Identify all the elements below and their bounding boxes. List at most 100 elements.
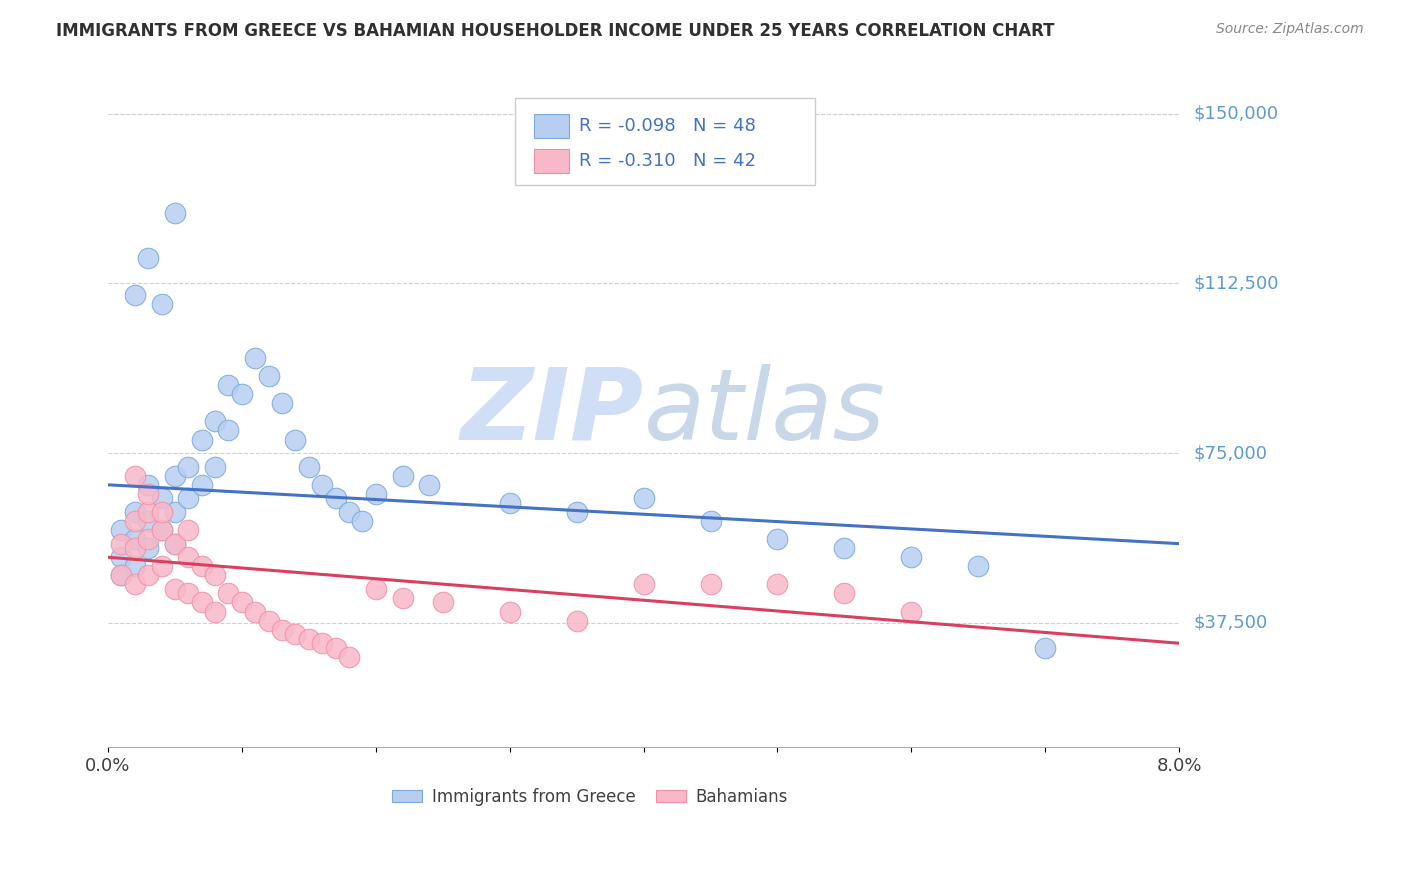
Point xyxy=(124,559,146,574)
Point xyxy=(163,505,186,519)
Point xyxy=(124,541,146,556)
Point xyxy=(325,640,347,655)
Point xyxy=(204,605,226,619)
Point xyxy=(163,536,186,550)
Point xyxy=(498,496,520,510)
Point xyxy=(163,206,186,220)
Point xyxy=(218,586,240,600)
Point xyxy=(150,297,173,311)
Point xyxy=(218,424,240,438)
Point xyxy=(190,478,212,492)
Point xyxy=(124,468,146,483)
Point xyxy=(271,396,294,410)
FancyBboxPatch shape xyxy=(534,149,568,172)
Point xyxy=(150,505,173,519)
Point xyxy=(150,491,173,506)
Point xyxy=(136,514,159,528)
Point xyxy=(231,387,253,401)
Point xyxy=(110,550,132,565)
Point xyxy=(900,605,922,619)
Point xyxy=(124,532,146,546)
Point xyxy=(311,478,333,492)
Point xyxy=(124,287,146,301)
Point xyxy=(136,505,159,519)
Text: R = -0.098: R = -0.098 xyxy=(579,117,676,135)
FancyBboxPatch shape xyxy=(515,97,815,185)
Point xyxy=(136,252,159,266)
Point xyxy=(432,595,454,609)
Point xyxy=(900,550,922,565)
Point xyxy=(150,559,173,574)
Point xyxy=(204,414,226,428)
Text: R = -0.310: R = -0.310 xyxy=(579,152,676,169)
Point xyxy=(150,523,173,537)
Point xyxy=(311,636,333,650)
Point xyxy=(136,541,159,556)
Text: $112,500: $112,500 xyxy=(1194,275,1278,293)
Point xyxy=(298,459,321,474)
Point xyxy=(231,595,253,609)
Point xyxy=(766,577,789,591)
Point xyxy=(163,468,186,483)
Point xyxy=(498,605,520,619)
Point xyxy=(271,623,294,637)
Point xyxy=(257,614,280,628)
Point xyxy=(337,505,360,519)
Point xyxy=(364,582,387,596)
Point xyxy=(177,491,200,506)
Point xyxy=(124,577,146,591)
Point xyxy=(110,523,132,537)
Point xyxy=(565,614,588,628)
Point xyxy=(364,487,387,501)
Point xyxy=(110,568,132,582)
Point xyxy=(633,491,655,506)
Point xyxy=(110,536,132,550)
Point xyxy=(391,468,413,483)
Point xyxy=(1033,640,1056,655)
Point xyxy=(418,478,440,492)
Point xyxy=(565,505,588,519)
Point xyxy=(834,541,856,556)
Legend: Immigrants from Greece, Bahamians: Immigrants from Greece, Bahamians xyxy=(385,781,794,813)
Point xyxy=(204,459,226,474)
Point xyxy=(245,351,267,365)
Point xyxy=(699,514,721,528)
Point xyxy=(245,605,267,619)
Point xyxy=(218,378,240,392)
Text: N = 42: N = 42 xyxy=(693,152,756,169)
Point xyxy=(337,649,360,664)
Point xyxy=(204,568,226,582)
Text: ZIP: ZIP xyxy=(461,364,644,461)
Point xyxy=(177,523,200,537)
Text: atlas: atlas xyxy=(644,364,886,461)
Point xyxy=(124,505,146,519)
FancyBboxPatch shape xyxy=(534,114,568,137)
Point xyxy=(190,595,212,609)
Point xyxy=(177,550,200,565)
Point xyxy=(124,514,146,528)
Point xyxy=(190,433,212,447)
Point xyxy=(834,586,856,600)
Point xyxy=(136,487,159,501)
Text: $75,000: $75,000 xyxy=(1194,444,1267,462)
Point xyxy=(967,559,990,574)
Text: $37,500: $37,500 xyxy=(1194,614,1267,632)
Text: IMMIGRANTS FROM GREECE VS BAHAMIAN HOUSEHOLDER INCOME UNDER 25 YEARS CORRELATION: IMMIGRANTS FROM GREECE VS BAHAMIAN HOUSE… xyxy=(56,22,1054,40)
Point xyxy=(177,586,200,600)
Point xyxy=(136,532,159,546)
Point xyxy=(257,369,280,384)
Point xyxy=(284,627,307,641)
Point xyxy=(136,568,159,582)
Text: N = 48: N = 48 xyxy=(693,117,755,135)
Point xyxy=(177,459,200,474)
Point xyxy=(699,577,721,591)
Point xyxy=(352,514,374,528)
Point xyxy=(136,478,159,492)
Point xyxy=(325,491,347,506)
Point xyxy=(298,632,321,646)
Point xyxy=(110,568,132,582)
Point xyxy=(150,523,173,537)
Text: Source: ZipAtlas.com: Source: ZipAtlas.com xyxy=(1216,22,1364,37)
Point xyxy=(163,536,186,550)
Point xyxy=(190,559,212,574)
